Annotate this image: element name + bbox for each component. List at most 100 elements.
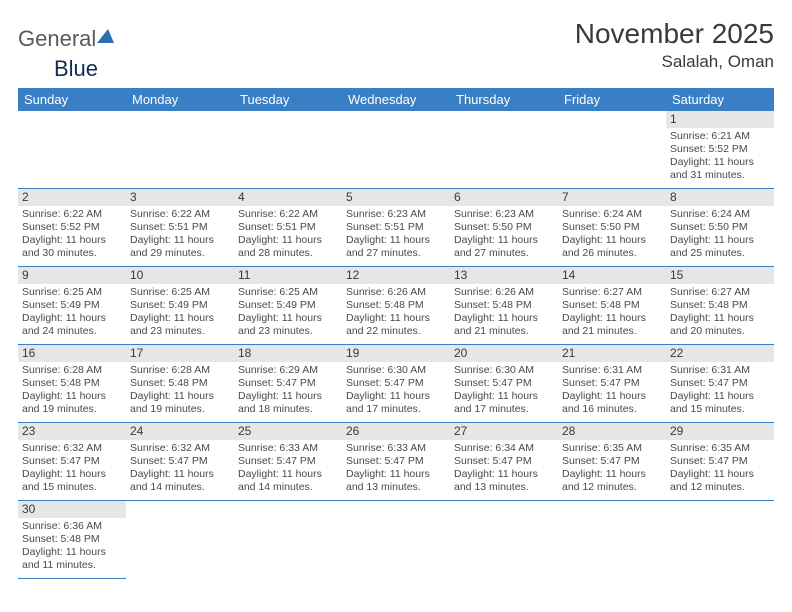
day-info: Sunrise: 6:29 AMSunset: 5:47 PMDaylight:…: [238, 364, 338, 417]
day-number: 8: [666, 189, 774, 206]
day-info: Sunrise: 6:30 AMSunset: 5:47 PMDaylight:…: [346, 364, 446, 417]
calendar-cell: 11 Sunrise: 6:25 AMSunset: 5:49 PMDayligh…: [234, 267, 342, 345]
calendar-cell: 6 Sunrise: 6:23 AMSunset: 5:50 PMDaylight…: [450, 189, 558, 267]
calendar-cell: 21 Sunrise: 6:31 AMSunset: 5:47 PMDayligh…: [558, 345, 666, 423]
day-info: Sunrise: 6:26 AMSunset: 5:48 PMDaylight:…: [454, 286, 554, 339]
calendar-cell: 14 Sunrise: 6:27 AMSunset: 5:48 PMDayligh…: [558, 267, 666, 345]
calendar: SundayMondayTuesdayWednesdayThursdayFrid…: [18, 88, 774, 579]
calendar-cell: 10 Sunrise: 6:25 AMSunset: 5:49 PMDayligh…: [126, 267, 234, 345]
day-info: Sunrise: 6:23 AMSunset: 5:50 PMDaylight:…: [454, 208, 554, 261]
weekday-header: Wednesday: [342, 88, 450, 111]
calendar-cell: 24Sunrise: 6:32 AMSunset: 5:47 PMDayligh…: [126, 423, 234, 501]
day-info: Sunrise: 6:31 AMSunset: 5:47 PMDaylight:…: [670, 364, 770, 417]
day-number: 29: [666, 423, 774, 440]
calendar-cell-empty: [558, 111, 666, 189]
calendar-cell: 3Sunrise: 6:22 AMSunset: 5:51 PMDaylight…: [126, 189, 234, 267]
day-number: 12: [342, 267, 450, 284]
calendar-cell: 23 Sunrise: 6:32 AMSunset: 5:47 PMDayligh…: [18, 423, 126, 501]
calendar-cell: 29 Sunrise: 6:35 AMSunset: 5:47 PMDayligh…: [666, 423, 774, 501]
calendar-cell-empty: [342, 111, 450, 189]
day-info: Sunrise: 6:24 AMSunset: 5:50 PMDaylight:…: [562, 208, 662, 261]
day-number: 21: [558, 345, 666, 362]
calendar-cell: 27 Sunrise: 6:34 AMSunset: 5:47 PMDayligh…: [450, 423, 558, 501]
calendar-cell: 26Sunrise: 6:33 AMSunset: 5:47 PMDayligh…: [342, 423, 450, 501]
calendar-cell: 5 Sunrise: 6:23 AMSunset: 5:51 PMDaylight…: [342, 189, 450, 267]
calendar-cell: 17 Sunrise: 6:28 AMSunset: 5:48 PMDayligh…: [126, 345, 234, 423]
day-number: 7: [558, 189, 666, 206]
day-info: Sunrise: 6:22 AMSunset: 5:52 PMDaylight:…: [22, 208, 122, 261]
calendar-cell: 8 Sunrise: 6:24 AMSunset: 5:50 PMDaylight…: [666, 189, 774, 267]
brand-text-2: Blue: [54, 56, 98, 82]
day-number: 20: [450, 345, 558, 362]
calendar-cell: 7 Sunrise: 6:24 AMSunset: 5:50 PMDaylight…: [558, 189, 666, 267]
day-number: 18: [234, 345, 342, 362]
calendar-cell: 28 Sunrise: 6:35 AMSunset: 5:47 PMDayligh…: [558, 423, 666, 501]
day-number: 27: [450, 423, 558, 440]
day-info: Sunrise: 6:33 AMSunset: 5:47 PMDaylight:…: [238, 442, 338, 495]
calendar-cell: 22 Sunrise: 6:31 AMSunset: 5:47 PMDayligh…: [666, 345, 774, 423]
calendar-cell: 13Sunrise: 6:26 AMSunset: 5:48 PMDayligh…: [450, 267, 558, 345]
day-info: Sunrise: 6:25 AMSunset: 5:49 PMDaylight:…: [130, 286, 230, 339]
calendar-cell: 12Sunrise: 6:26 AMSunset: 5:48 PMDayligh…: [342, 267, 450, 345]
day-number: 5: [342, 189, 450, 206]
day-number: 1: [666, 111, 774, 128]
day-info: Sunrise: 6:30 AMSunset: 5:47 PMDaylight:…: [454, 364, 554, 417]
day-number: 23: [18, 423, 126, 440]
calendar-cell: 2 Sunrise: 6:22 AMSunset: 5:52 PMDaylight…: [18, 189, 126, 267]
day-number: 2: [18, 189, 126, 206]
calendar-cell: 19 Sunrise: 6:30 AMSunset: 5:47 PMDayligh…: [342, 345, 450, 423]
day-number: 9: [18, 267, 126, 284]
day-info: Sunrise: 6:25 AMSunset: 5:49 PMDaylight:…: [238, 286, 338, 339]
day-info: Sunrise: 6:34 AMSunset: 5:47 PMDaylight:…: [454, 442, 554, 495]
calendar-body: 1 Sunrise: 6:21 AMSunset: 5:52 PMDaylight…: [18, 111, 774, 579]
day-info: Sunrise: 6:23 AMSunset: 5:51 PMDaylight:…: [346, 208, 446, 261]
calendar-cell: 15 Sunrise: 6:27 AMSunset: 5:48 PMDayligh…: [666, 267, 774, 345]
day-number: 25: [234, 423, 342, 440]
calendar-cell: 4 Sunrise: 6:22 AMSunset: 5:51 PMDaylight…: [234, 189, 342, 267]
day-info: Sunrise: 6:27 AMSunset: 5:48 PMDaylight:…: [670, 286, 770, 339]
day-info: Sunrise: 6:22 AMSunset: 5:51 PMDaylight:…: [238, 208, 338, 261]
calendar-cell: 20 Sunrise: 6:30 AMSunset: 5:47 PMDayligh…: [450, 345, 558, 423]
month-title: November 2025: [575, 18, 774, 50]
weekday-header: Friday: [558, 88, 666, 111]
calendar-cell: 18 Sunrise: 6:29 AMSunset: 5:47 PMDayligh…: [234, 345, 342, 423]
calendar-cell: 9 Sunrise: 6:25 AMSunset: 5:49 PMDaylight…: [18, 267, 126, 345]
sail-icon: [97, 29, 114, 43]
day-number: 11: [234, 267, 342, 284]
day-info: Sunrise: 6:35 AMSunset: 5:47 PMDaylight:…: [670, 442, 770, 495]
day-info: Sunrise: 6:28 AMSunset: 5:48 PMDaylight:…: [130, 364, 230, 417]
day-number: 14: [558, 267, 666, 284]
day-info: Sunrise: 6:32 AMSunset: 5:47 PMDaylight:…: [22, 442, 122, 495]
calendar-cell: 25 Sunrise: 6:33 AMSunset: 5:47 PMDayligh…: [234, 423, 342, 501]
calendar-cell-empty: [126, 111, 234, 189]
brand-text-1: General: [18, 26, 96, 52]
calendar-header-row: SundayMondayTuesdayWednesdayThursdayFrid…: [18, 88, 774, 111]
weekday-header: Tuesday: [234, 88, 342, 111]
calendar-cell-empty: [234, 111, 342, 189]
brand-logo: General: [18, 26, 114, 52]
day-number: 19: [342, 345, 450, 362]
weekday-header: Sunday: [18, 88, 126, 111]
weekday-header: Monday: [126, 88, 234, 111]
day-info: Sunrise: 6:24 AMSunset: 5:50 PMDaylight:…: [670, 208, 770, 261]
day-info: Sunrise: 6:25 AMSunset: 5:49 PMDaylight:…: [22, 286, 122, 339]
day-info: Sunrise: 6:27 AMSunset: 5:48 PMDaylight:…: [562, 286, 662, 339]
day-number: 22: [666, 345, 774, 362]
day-info: Sunrise: 6:28 AMSunset: 5:48 PMDaylight:…: [22, 364, 122, 417]
day-number: 28: [558, 423, 666, 440]
day-number: 4: [234, 189, 342, 206]
weekday-header: Thursday: [450, 88, 558, 111]
location-label: Salalah, Oman: [575, 52, 774, 72]
day-number: 6: [450, 189, 558, 206]
day-info: Sunrise: 6:21 AMSunset: 5:52 PMDaylight:…: [670, 130, 770, 183]
day-number: 15: [666, 267, 774, 284]
calendar-cell: 16Sunrise: 6:28 AMSunset: 5:48 PMDayligh…: [18, 345, 126, 423]
day-number: 17: [126, 345, 234, 362]
day-info: Sunrise: 6:31 AMSunset: 5:47 PMDaylight:…: [562, 364, 662, 417]
calendar-cell-empty: [450, 111, 558, 189]
day-info: Sunrise: 6:32 AMSunset: 5:47 PMDaylight:…: [130, 442, 230, 495]
day-number: 10: [126, 267, 234, 284]
weekday-header: Saturday: [666, 88, 774, 111]
day-info: Sunrise: 6:35 AMSunset: 5:47 PMDaylight:…: [562, 442, 662, 495]
calendar-cell: 30Sunrise: 6:36 AMSunset: 5:48 PMDayligh…: [18, 501, 126, 579]
